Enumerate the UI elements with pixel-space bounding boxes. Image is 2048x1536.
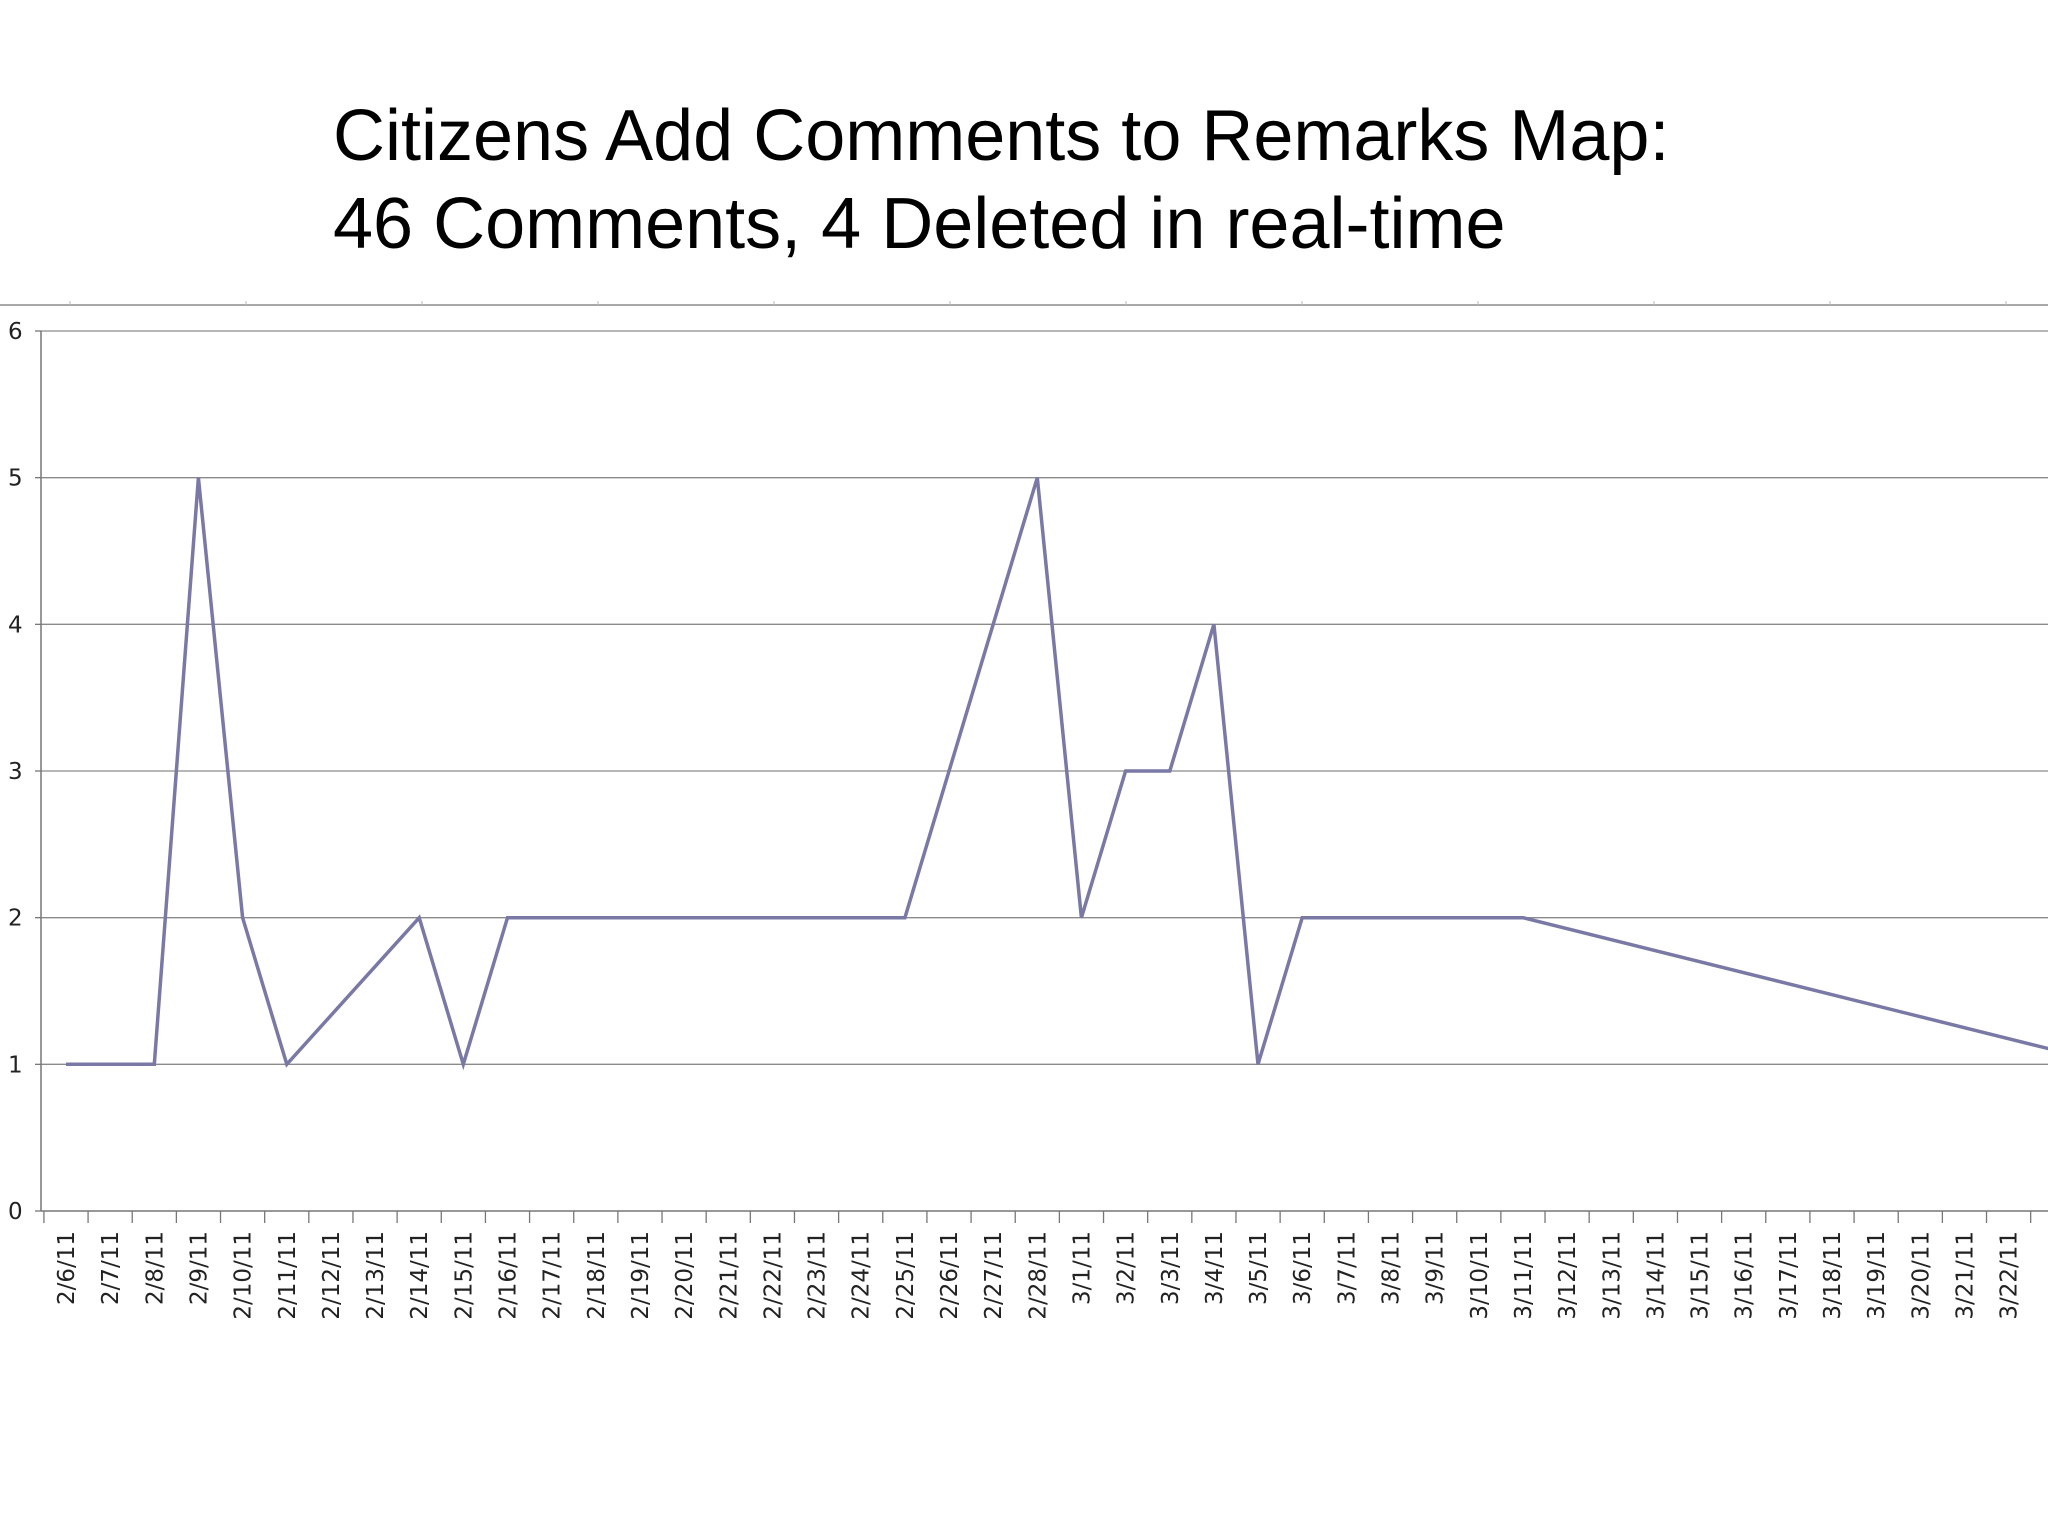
x-tick-label: 3/14/11	[1643, 1231, 1669, 1320]
x-tick-label: 2/10/11	[231, 1231, 257, 1320]
x-tick-label: 2/23/11	[805, 1231, 831, 1320]
x-tick-label: 2/17/11	[540, 1231, 566, 1320]
y-tick-label: 1	[8, 1052, 23, 1078]
y-tick-label: 3	[8, 759, 23, 785]
x-tick-label: 2/19/11	[628, 1231, 654, 1320]
y-tick-label: 2	[8, 906, 23, 932]
x-tick-label: 2/22/11	[760, 1231, 786, 1320]
x-tick-label: 2/9/11	[186, 1231, 212, 1305]
x-tick-label: 3/19/11	[1864, 1231, 1890, 1320]
x-tick-label: 3/13/11	[1599, 1231, 1625, 1320]
x-tick-label: 3/3/11	[1158, 1231, 1184, 1305]
slide-title-line-2: 46 Comments, 4 Deleted in real-time	[333, 184, 1506, 264]
x-tick-label: 3/9/11	[1423, 1231, 1449, 1305]
x-tick-label: 3/8/11	[1379, 1231, 1405, 1305]
x-tick-label: 2/13/11	[363, 1231, 389, 1320]
x-tick-label: 2/18/11	[584, 1231, 610, 1320]
x-tick-label: 3/5/11	[1246, 1231, 1272, 1305]
x-tick-label: 2/21/11	[716, 1231, 742, 1320]
slide-title-line-1: Citizens Add Comments to Remarks Map:	[333, 96, 1670, 176]
x-tick-label: 3/22/11	[1997, 1231, 2023, 1320]
x-tick-label: 2/7/11	[98, 1231, 124, 1305]
x-tick-label: 2/8/11	[142, 1231, 168, 1305]
x-tick-label: 3/20/11	[1908, 1231, 1934, 1320]
x-tick-label: 2/6/11	[54, 1231, 80, 1305]
x-tick-label: 3/12/11	[1555, 1231, 1581, 1320]
x-tick-label: 2/24/11	[849, 1231, 875, 1320]
x-tick-label: 3/16/11	[1732, 1231, 1758, 1320]
x-tick-label: 2/14/11	[407, 1231, 433, 1320]
y-tick-label: 6	[8, 319, 23, 345]
y-tick-label: 0	[8, 1199, 23, 1225]
x-tick-label: 3/15/11	[1688, 1231, 1714, 1320]
x-tick-label: 2/27/11	[981, 1231, 1007, 1320]
y-tick-label: 4	[8, 612, 23, 638]
x-tick-label: 3/18/11	[1820, 1231, 1846, 1320]
x-tick-label: 3/6/11	[1290, 1231, 1316, 1305]
x-tick-label: 3/21/11	[1952, 1231, 1978, 1320]
x-tick-label: 2/28/11	[1025, 1231, 1051, 1320]
x-tick-label: 3/7/11	[1334, 1231, 1360, 1305]
x-tick-label: 3/1/11	[1069, 1231, 1095, 1305]
x-tick-label: 2/12/11	[319, 1231, 345, 1320]
x-tick-label: 3/10/11	[1467, 1231, 1493, 1320]
x-tick-label: 2/26/11	[937, 1231, 963, 1320]
x-tick-label: 2/11/11	[275, 1231, 301, 1320]
y-tick-label: 5	[8, 466, 23, 492]
slide-title: Citizens Add Comments to Remarks Map: 46…	[333, 92, 1669, 268]
x-tick-label: 3/4/11	[1202, 1231, 1228, 1305]
x-tick-label: 2/25/11	[893, 1231, 919, 1320]
series-line	[66, 477, 2048, 1071]
x-tick-label: 3/2/11	[1114, 1231, 1140, 1305]
x-tick-label: 3/11/11	[1511, 1231, 1537, 1320]
x-tick-label: 3/17/11	[1776, 1231, 1802, 1320]
x-tick-label: 2/16/11	[496, 1231, 522, 1320]
x-tick-label: 2/20/11	[672, 1231, 698, 1320]
x-tick-label: 2/15/11	[451, 1231, 477, 1320]
